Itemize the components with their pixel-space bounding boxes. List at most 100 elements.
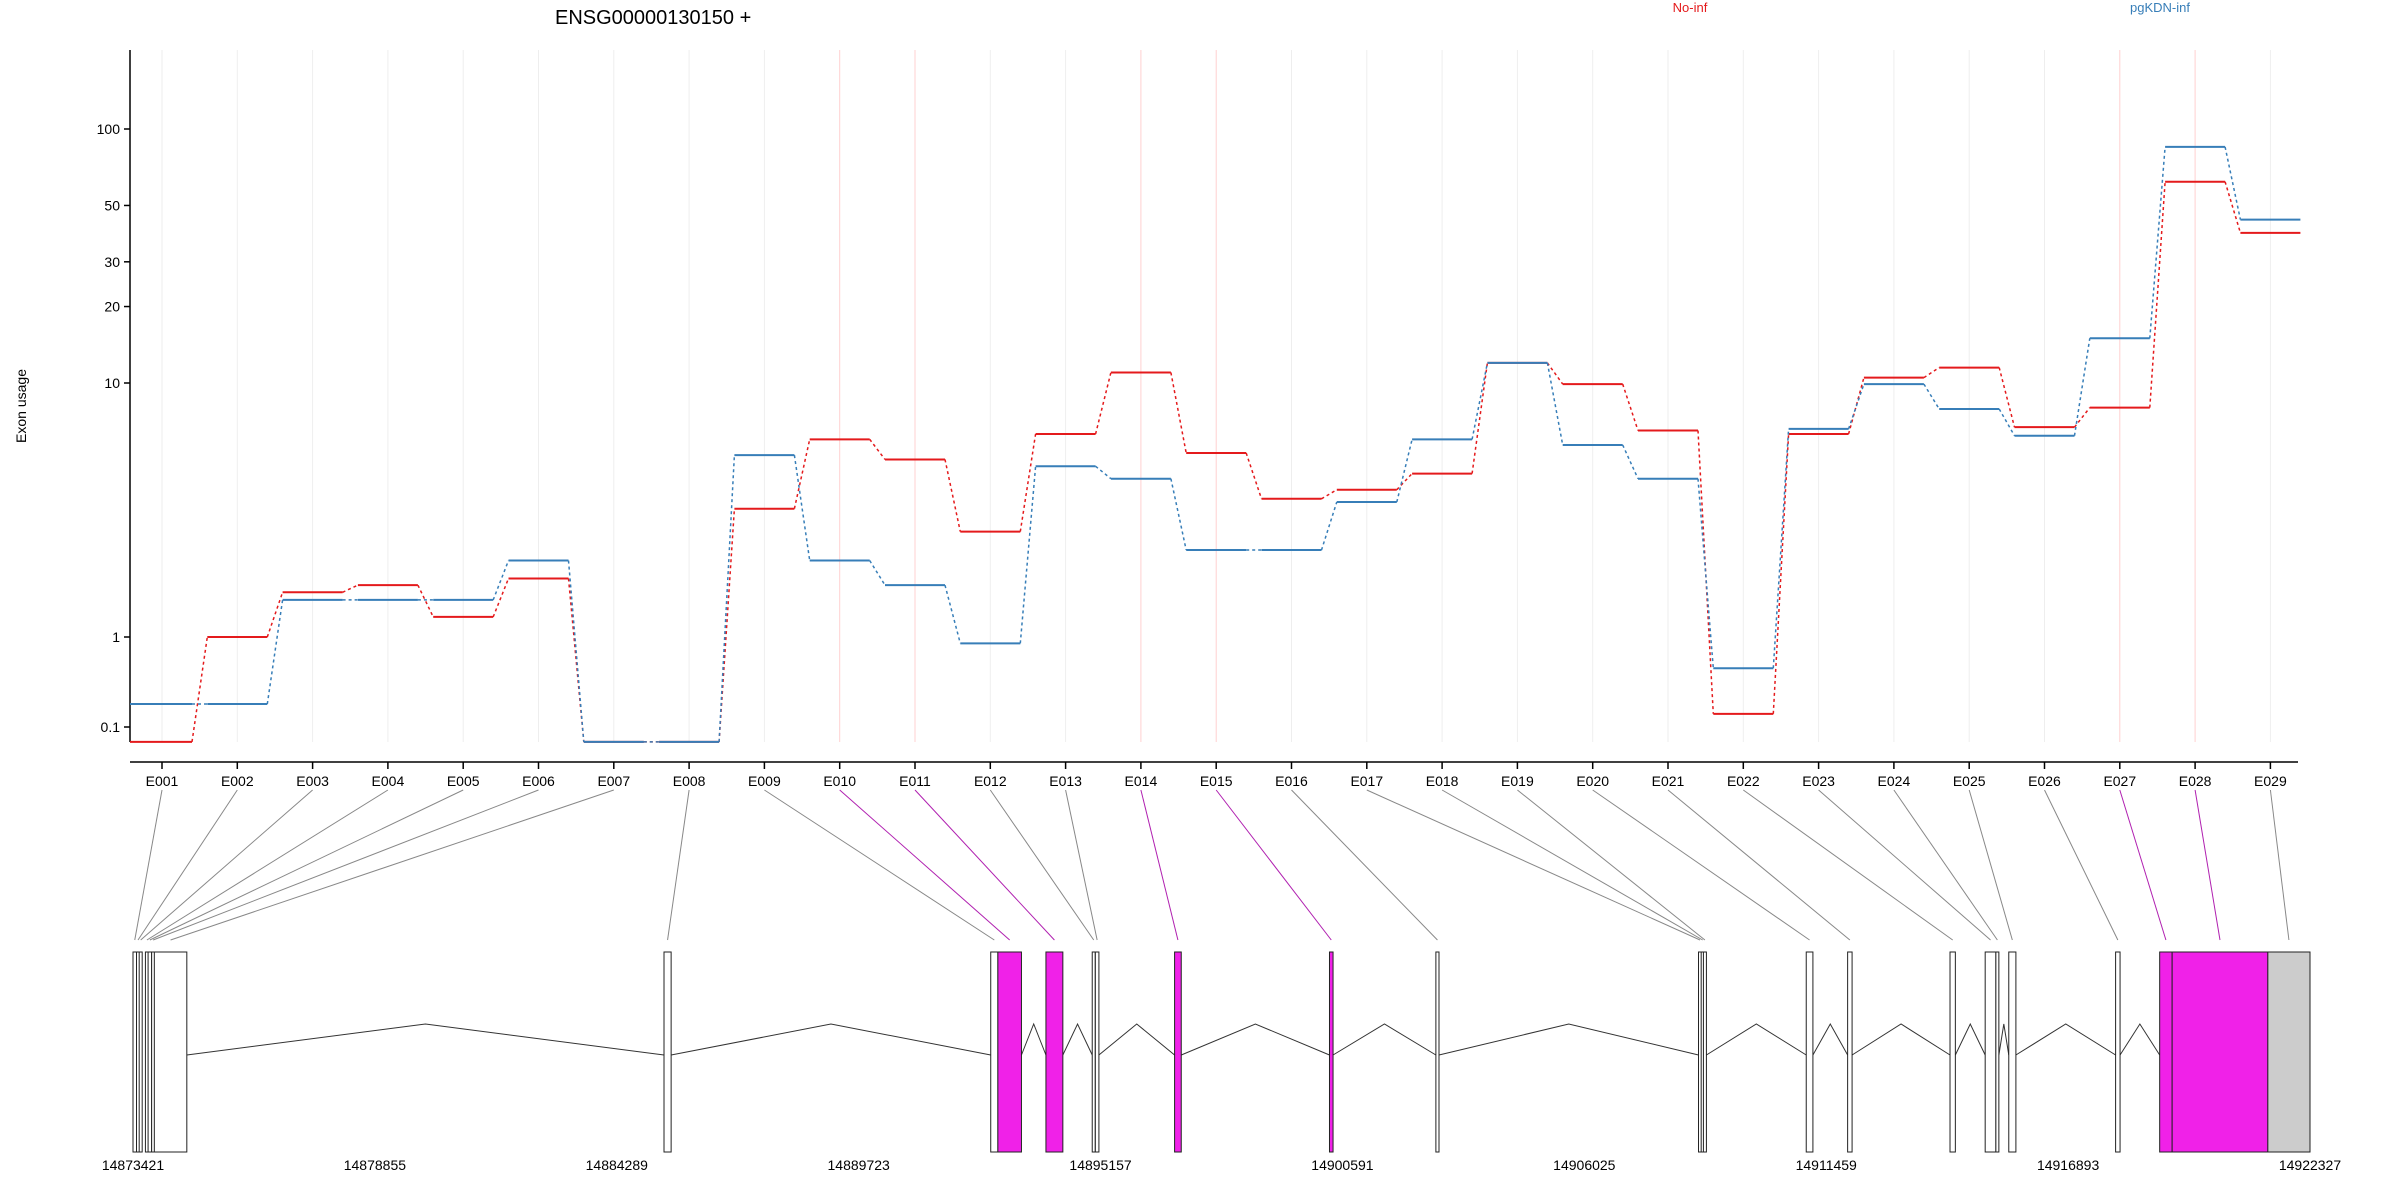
series-connector bbox=[266, 592, 284, 638]
exon-box-E028 bbox=[2171, 951, 2269, 1153]
genomic-coordinate-label: 14922327 bbox=[2279, 1157, 2342, 1173]
exon-box-E010 bbox=[997, 951, 1022, 1153]
x-tick-label: E026 bbox=[2028, 773, 2061, 789]
intron-line bbox=[1954, 1022, 1986, 1056]
series-connector bbox=[191, 636, 209, 742]
x-tick-label: E029 bbox=[2254, 773, 2287, 789]
connector-E025 bbox=[1968, 789, 2013, 941]
connector-E007 bbox=[170, 789, 614, 941]
y-tick-label: 1 bbox=[112, 629, 120, 645]
series-connector bbox=[869, 560, 886, 586]
x-tick-label: E008 bbox=[673, 773, 706, 789]
connector-E011 bbox=[914, 789, 1055, 941]
series-connector bbox=[492, 560, 510, 601]
series-connector bbox=[2073, 407, 2091, 428]
connector-E028 bbox=[2194, 789, 2221, 941]
intron-line bbox=[2119, 1023, 2161, 1056]
x-axis: E001 E002 E003 E004 E005 E006 E007 E008 E009 E010… bbox=[130, 761, 2298, 789]
genomic-coordinate-label: 14906025 bbox=[1553, 1157, 1616, 1173]
genomic-coordinate-label: 14911459 bbox=[1796, 1157, 1857, 1173]
x-tick-label: E017 bbox=[1350, 773, 1383, 789]
genomic-coordinate-label: 14878855 bbox=[344, 1157, 407, 1173]
exon-box-E019 bbox=[1702, 951, 1707, 1153]
exon-box-E014 bbox=[1174, 951, 1182, 1153]
connector-E010 bbox=[839, 789, 1010, 941]
x-tick-label: E020 bbox=[1576, 773, 1609, 789]
plot-series bbox=[130, 145, 2301, 743]
series-connector bbox=[1697, 478, 1715, 669]
exon-box-E016 bbox=[1435, 951, 1440, 1153]
genomic-coordinate-label: 14900591 bbox=[1311, 1157, 1374, 1173]
series-connector bbox=[1998, 408, 2016, 437]
genomic-coordinate-label: 14916893 bbox=[2037, 1157, 2100, 1173]
series-connector bbox=[1320, 501, 1338, 551]
series-connector bbox=[1094, 372, 1112, 435]
y-tick-label: 50 bbox=[104, 197, 120, 213]
y-axis-label: Exon usage bbox=[13, 369, 29, 443]
connector-E020 bbox=[1592, 789, 1810, 941]
series-connector bbox=[1170, 372, 1187, 454]
series-connector bbox=[1396, 473, 1413, 491]
genomic-coordinate-axis: 14873421 14878855 14884289 14889723 14895157… bbox=[102, 1157, 2342, 1173]
series-connector bbox=[2073, 338, 2091, 436]
series-connector bbox=[1471, 362, 1489, 440]
x-tick-label: E019 bbox=[1501, 773, 1534, 789]
series-connector bbox=[1847, 383, 1865, 430]
connector-E015 bbox=[1215, 789, 1332, 941]
connector-E023 bbox=[1818, 789, 1991, 941]
series-connector bbox=[567, 560, 585, 742]
x-tick-label: E004 bbox=[372, 773, 405, 789]
exon-box-E008 bbox=[663, 951, 672, 1153]
exon-box-E027 bbox=[2159, 951, 2173, 1153]
intron-line bbox=[1706, 1023, 1807, 1056]
series-connector bbox=[1245, 452, 1263, 500]
series-connector bbox=[1847, 377, 1865, 435]
x-tick-label: E007 bbox=[597, 773, 630, 789]
exon-box-E020 bbox=[1805, 951, 1814, 1153]
series-connector bbox=[1396, 439, 1413, 503]
connector-E003 bbox=[140, 789, 313, 941]
connector-E004 bbox=[146, 789, 389, 941]
series-connector bbox=[266, 599, 284, 705]
series-connector bbox=[1998, 367, 2016, 428]
connector-E013 bbox=[1065, 789, 1098, 941]
x-tick-label: E023 bbox=[1802, 773, 1835, 789]
x-tick-label: E018 bbox=[1426, 773, 1459, 789]
series-connector bbox=[1622, 444, 1639, 480]
genomic-coordinate-label: 14873421 bbox=[102, 1157, 165, 1173]
exon-box-E007 bbox=[153, 951, 188, 1153]
x-tick-label: E010 bbox=[823, 773, 856, 789]
connector-E021 bbox=[1667, 789, 1851, 941]
x-tick-label: E005 bbox=[447, 773, 480, 789]
connector-E018 bbox=[1441, 789, 1703, 941]
x-tick-label: E003 bbox=[296, 773, 329, 789]
connector-E008 bbox=[667, 789, 690, 941]
y-tick-label: 10 bbox=[104, 375, 120, 391]
x-tick-label: E002 bbox=[221, 773, 254, 789]
intron-line bbox=[2015, 1023, 2116, 1056]
connector-E012 bbox=[989, 789, 1095, 941]
intron-line bbox=[1851, 1023, 1951, 1056]
exon-box-E023 bbox=[1984, 951, 1997, 1153]
series-connector bbox=[1772, 428, 1790, 669]
connector-E009 bbox=[764, 789, 995, 941]
legend-entry-series-1: No-inf bbox=[1673, 0, 1708, 15]
series-connector bbox=[417, 584, 434, 618]
series-connector bbox=[2224, 146, 2242, 220]
series-connector bbox=[1321, 489, 1338, 500]
series-connector bbox=[1546, 362, 1564, 385]
exon-box-E025 bbox=[2008, 951, 2017, 1153]
connector-E005 bbox=[149, 789, 464, 941]
intron-line bbox=[1438, 1023, 1699, 1056]
x-tick-label: E006 bbox=[522, 773, 555, 789]
genomic-coordinate-label: 14889723 bbox=[828, 1157, 891, 1173]
intron-line bbox=[1020, 1022, 1047, 1056]
x-tick-label: E016 bbox=[1275, 773, 1308, 789]
connector-E022 bbox=[1743, 789, 1953, 941]
series-connector bbox=[869, 438, 886, 460]
intron-line bbox=[671, 1023, 991, 1056]
connector-E019 bbox=[1517, 789, 1706, 941]
exon-box-E015 bbox=[1328, 951, 1334, 1153]
x-tick-label: E028 bbox=[2179, 773, 2212, 789]
